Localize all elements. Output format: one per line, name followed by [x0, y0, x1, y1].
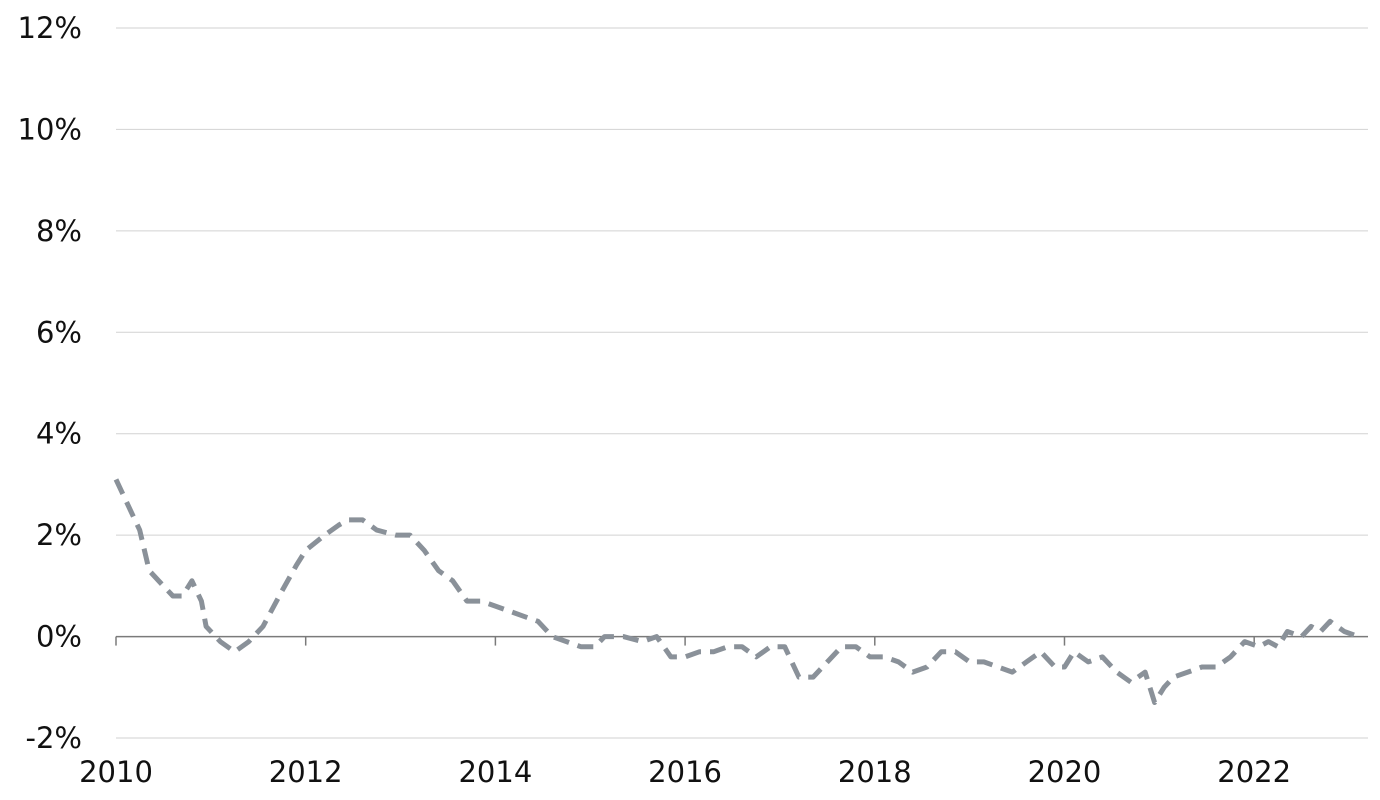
- y-tick-label: 6%: [36, 315, 82, 349]
- x-tick-label: 2020: [1028, 755, 1102, 789]
- tick-labels: -2% 0% 2% 4% 6% 8% 10% 12% 2010 2012 2014 2016 2018 2…: [18, 11, 1292, 789]
- series-line-1: [113, 478, 1360, 705]
- x-tick-label: 2022: [1217, 755, 1291, 789]
- y-tick-label: 12%: [18, 11, 82, 45]
- y-tick-label: 10%: [18, 112, 82, 146]
- y-tick-label: 4%: [36, 417, 82, 451]
- y-tick-label: 2%: [36, 518, 82, 552]
- axes: [115, 635, 1368, 646]
- x-tick-label: 2018: [838, 755, 912, 789]
- x-tick-label: 2014: [458, 755, 532, 789]
- y-tick-label: 8%: [36, 214, 82, 248]
- y-tick-label: 0%: [36, 620, 82, 654]
- x-tick-label: 2016: [648, 755, 722, 789]
- gridlines: [116, 27, 1368, 739]
- x-tick-label: 2010: [79, 755, 153, 789]
- series-lines: [113, 478, 1360, 705]
- y-tick-label: -2%: [26, 721, 82, 755]
- x-tick-label: 2012: [269, 755, 343, 789]
